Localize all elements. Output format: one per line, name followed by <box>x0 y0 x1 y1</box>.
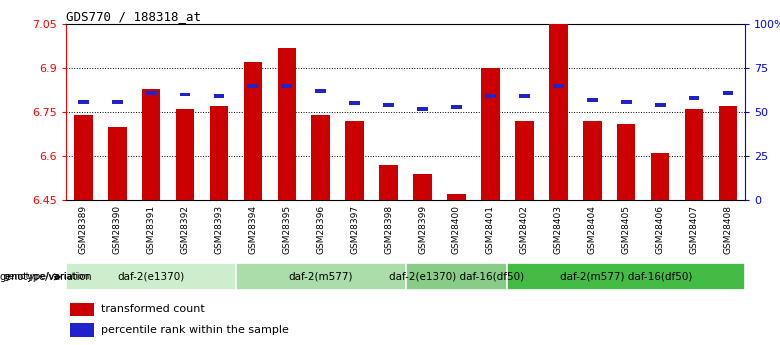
Text: GSM28403: GSM28403 <box>554 205 563 254</box>
Bar <box>417 107 428 110</box>
Bar <box>70 303 94 316</box>
Text: GSM28402: GSM28402 <box>519 205 529 254</box>
Bar <box>583 121 601 200</box>
Bar <box>383 103 394 107</box>
Bar <box>621 100 632 104</box>
Text: genotype/variation: genotype/variation <box>0 272 93 282</box>
Text: GSM28392: GSM28392 <box>180 205 190 254</box>
Bar <box>587 98 597 102</box>
Bar <box>78 100 89 104</box>
Bar <box>112 100 122 104</box>
Text: GSM28405: GSM28405 <box>622 205 631 254</box>
Bar <box>243 62 262 200</box>
Bar <box>66 263 236 290</box>
Bar <box>379 165 398 200</box>
Bar <box>722 91 733 95</box>
Text: transformed count: transformed count <box>101 304 205 314</box>
Text: GSM28399: GSM28399 <box>418 205 427 254</box>
Bar <box>447 194 466 200</box>
Bar <box>481 68 500 200</box>
Bar <box>146 91 157 95</box>
Bar <box>108 127 126 200</box>
Text: GSM28389: GSM28389 <box>79 205 88 254</box>
Bar <box>451 105 462 109</box>
Bar <box>718 106 737 200</box>
Text: GSM28391: GSM28391 <box>147 205 156 254</box>
Text: daf-2(m577): daf-2(m577) <box>289 272 353 282</box>
Bar <box>519 94 530 98</box>
Bar <box>179 92 190 97</box>
Bar <box>689 96 700 100</box>
Text: GDS770 / 188318_at: GDS770 / 188318_at <box>66 10 201 23</box>
Bar <box>617 124 636 200</box>
Bar <box>247 84 258 88</box>
Text: GSM28400: GSM28400 <box>452 205 461 254</box>
Text: GSM28404: GSM28404 <box>587 205 597 254</box>
Text: GSM28390: GSM28390 <box>112 205 122 254</box>
Text: GSM28394: GSM28394 <box>248 205 257 254</box>
Text: daf-2(e1370): daf-2(e1370) <box>118 272 185 282</box>
Text: percentile rank within the sample: percentile rank within the sample <box>101 325 289 335</box>
Text: GSM28407: GSM28407 <box>690 205 699 254</box>
Bar <box>346 121 364 200</box>
Text: GSM28406: GSM28406 <box>655 205 665 254</box>
Text: GSM28395: GSM28395 <box>282 205 292 254</box>
Text: daf-2(m577) daf-16(df50): daf-2(m577) daf-16(df50) <box>560 272 693 282</box>
Text: GSM28393: GSM28393 <box>215 205 224 254</box>
Bar <box>549 24 568 200</box>
Text: GSM28397: GSM28397 <box>350 205 360 254</box>
Bar <box>553 84 564 88</box>
Text: GSM28401: GSM28401 <box>486 205 495 254</box>
Bar <box>515 121 534 200</box>
Bar <box>311 115 330 200</box>
Text: genotype/variation: genotype/variation <box>3 272 90 282</box>
Bar <box>282 84 292 88</box>
Bar <box>654 103 665 107</box>
Bar <box>210 106 229 200</box>
Bar <box>315 89 326 93</box>
Bar <box>70 323 94 336</box>
Bar <box>507 263 745 290</box>
Bar <box>142 89 161 200</box>
Bar <box>74 115 93 200</box>
Text: GSM28408: GSM28408 <box>723 205 732 254</box>
Bar <box>651 153 669 200</box>
Bar <box>176 109 194 200</box>
Bar <box>349 101 360 105</box>
Bar <box>685 109 704 200</box>
Bar <box>485 94 496 98</box>
Bar <box>278 48 296 200</box>
Bar <box>406 263 507 290</box>
Bar <box>236 263 406 290</box>
Bar <box>214 94 225 98</box>
Text: daf-2(e1370) daf-16(df50): daf-2(e1370) daf-16(df50) <box>389 272 524 282</box>
Bar <box>413 174 432 200</box>
Text: GSM28396: GSM28396 <box>316 205 325 254</box>
Text: GSM28398: GSM28398 <box>384 205 393 254</box>
